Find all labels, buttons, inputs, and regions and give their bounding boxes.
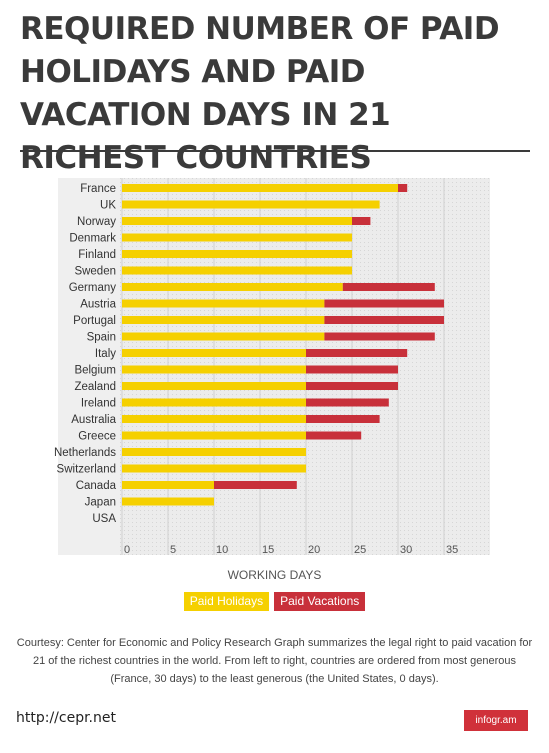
legend-item-paid-holidays[interactable]: Paid Holidays — [183, 592, 270, 611]
category-label: Greece — [78, 431, 116, 443]
category-label: Belgium — [74, 365, 116, 377]
bar-paid-vacations[interactable] — [306, 398, 389, 407]
category-label: Netherlands — [54, 447, 116, 459]
bar-paid-vacations[interactable] — [398, 184, 408, 192]
bar-paid-holidays[interactable] — [122, 382, 306, 390]
bar-paid-holidays[interactable] — [122, 217, 352, 225]
x-axis-title: WORKING DAYS — [227, 568, 322, 582]
source-link[interactable]: http://cepr.net — [16, 710, 116, 726]
category-label: Canada — [76, 480, 117, 492]
bar-paid-holidays[interactable] — [122, 497, 214, 506]
bar-paid-vacations[interactable] — [306, 431, 362, 440]
bar-paid-vacations[interactable] — [306, 365, 398, 374]
chart-caption: Courtesy: Center for Economic and Policy… — [16, 637, 533, 685]
bar-paid-holidays[interactable] — [122, 415, 306, 423]
category-label: France — [80, 183, 116, 195]
x-tick-label: 35 — [446, 544, 458, 556]
chart-title: REQUIRED NUMBER OF PAID HOLIDAYS AND PAI… — [20, 11, 500, 176]
bar-paid-vacations[interactable] — [306, 415, 380, 423]
category-label: Spain — [87, 332, 116, 344]
category-label: Switzerland — [57, 464, 116, 476]
bar-paid-holidays[interactable] — [122, 332, 325, 341]
bar-paid-holidays[interactable] — [122, 481, 214, 489]
category-label: Zealand — [74, 381, 116, 393]
bar-paid-holidays[interactable] — [122, 250, 352, 258]
category-label: USA — [92, 513, 116, 525]
category-label: Japan — [85, 497, 116, 509]
x-tick-label: 0 — [124, 544, 130, 556]
category-label: Norway — [77, 216, 116, 228]
label-column — [58, 178, 120, 555]
bar-paid-vacations[interactable] — [324, 332, 435, 341]
bar-paid-holidays[interactable] — [122, 431, 306, 440]
bar-paid-holidays[interactable] — [122, 365, 306, 374]
bar-paid-holidays[interactable] — [122, 316, 325, 324]
category-label: Austria — [80, 299, 116, 311]
x-tick-label: 25 — [354, 544, 366, 556]
category-label: Germany — [69, 282, 117, 294]
bar-paid-holidays[interactable] — [122, 200, 380, 209]
x-tick-label: 20 — [308, 544, 320, 556]
bar-paid-vacations[interactable] — [324, 299, 444, 308]
category-label: Sweden — [74, 266, 116, 278]
bar-paid-holidays[interactable] — [122, 349, 306, 357]
bar-chart: 0 5 10 15 20 25 30 35 France UK Norway Denmark Finla… — [54, 178, 490, 556]
x-tick-label: 10 — [216, 544, 228, 556]
category-label: Denmark — [69, 233, 116, 245]
category-label: UK — [100, 200, 116, 212]
legend: Paid Holidays Paid Vacations — [0, 592, 549, 611]
bar-paid-holidays[interactable] — [122, 448, 306, 456]
category-label: Portugal — [73, 315, 116, 327]
bar-paid-vacations[interactable] — [214, 481, 297, 489]
legend-item-paid-vacations[interactable]: Paid Vacations — [274, 592, 366, 611]
bar-paid-holidays[interactable] — [122, 184, 398, 192]
bar-paid-holidays[interactable] — [122, 464, 306, 473]
bar-paid-holidays[interactable] — [122, 283, 343, 291]
category-label: Italy — [95, 348, 116, 360]
bar-paid-holidays[interactable] — [122, 233, 352, 242]
bar-paid-vacations[interactable] — [352, 217, 371, 225]
x-tick-label: 15 — [262, 544, 274, 556]
category-label: Finland — [78, 249, 116, 261]
bar-paid-holidays[interactable] — [122, 266, 352, 275]
bar-paid-vacations[interactable] — [306, 349, 408, 357]
bar-paid-holidays[interactable] — [122, 398, 306, 407]
title-divider — [20, 150, 530, 152]
bar-paid-vacations[interactable] — [324, 316, 444, 324]
bar-paid-holidays[interactable] — [122, 299, 325, 308]
category-label: Ireland — [81, 398, 116, 410]
x-tick-label: 5 — [170, 544, 176, 556]
brand-badge[interactable]: infogr.am — [464, 710, 528, 731]
bar-paid-vacations[interactable] — [342, 283, 435, 291]
x-tick-label: 30 — [400, 544, 412, 556]
bar-paid-vacations[interactable] — [306, 382, 398, 390]
category-label: Australia — [71, 414, 116, 426]
